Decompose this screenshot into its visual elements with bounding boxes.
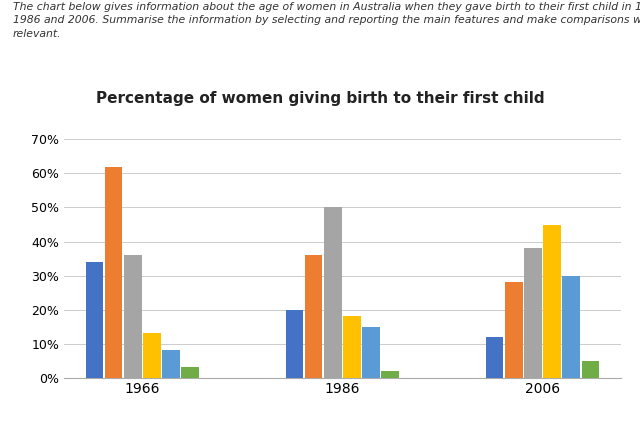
Bar — [305, 255, 323, 378]
Bar — [105, 167, 122, 378]
Text: The chart below gives information about the age of women in Australia when they : The chart below gives information about … — [13, 2, 640, 39]
Bar — [285, 309, 303, 378]
Bar — [162, 350, 180, 378]
Text: Percentage of women giving birth to their first child: Percentage of women giving birth to thei… — [96, 91, 544, 106]
Legend: Under 19, 19-24, 25-30, 30-34, 34-39, Over 40: Under 19, 19-24, 25-30, 30-34, 34-39, Ov… — [148, 429, 536, 434]
Bar — [124, 255, 141, 378]
Bar — [486, 337, 504, 378]
Bar — [324, 207, 342, 378]
Bar — [543, 224, 561, 378]
Bar — [524, 248, 541, 378]
Bar — [563, 276, 580, 378]
Bar — [381, 371, 399, 378]
Bar — [505, 283, 523, 378]
Bar — [143, 333, 161, 378]
Bar — [86, 262, 103, 378]
Bar — [343, 316, 361, 378]
Bar — [582, 361, 599, 378]
Bar — [181, 367, 199, 378]
Bar — [362, 326, 380, 378]
